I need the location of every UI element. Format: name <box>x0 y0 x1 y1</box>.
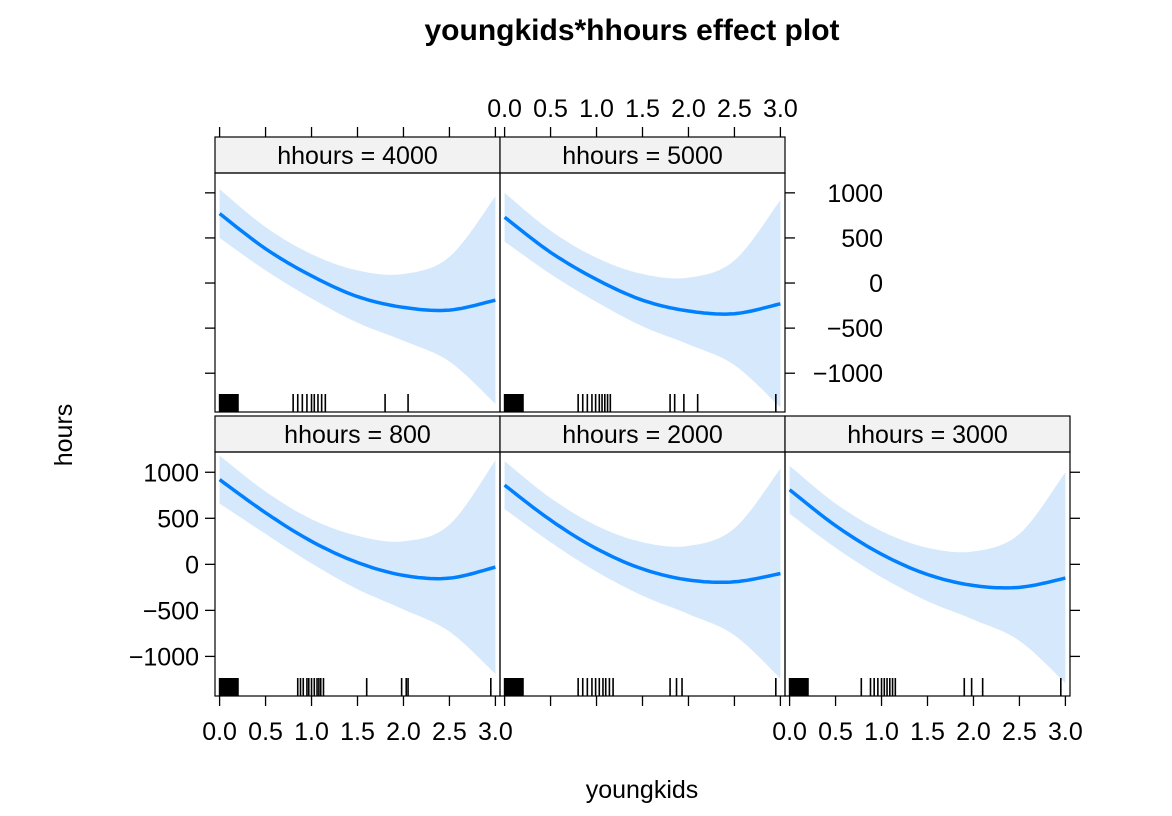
panel: hhours = 4000 <box>214 136 501 413</box>
axes-layer: 0.0 0.5 1.0 1.5 2.0 2.5 3.0 0.0 0.5 1.0 1.5 2.0 2.5 3… <box>129 95 1083 746</box>
panels-layer: hhours = 800 hhours = 2000 hhours = 3000 hh… <box>214 136 1071 697</box>
y-axis-right-top: 1000 500 0 −500 −1000 <box>785 180 883 388</box>
x-tick-label: 1.5 <box>340 718 375 746</box>
panel-strip <box>214 415 501 453</box>
x-axis-label: youngkids <box>586 776 699 804</box>
confidence-band <box>219 455 496 674</box>
y-tick-label: 500 <box>841 225 883 253</box>
x-tick-label: 2.5 <box>1002 718 1037 746</box>
panel-strip-label: hhours = 800 <box>284 421 431 449</box>
panel-strip-label: hhours = 4000 <box>277 142 438 170</box>
x-axis-bottom-col1: 0.0 0.5 1.0 1.5 2.0 2.5 3.0 <box>202 696 513 746</box>
panel: hhours = 3000 <box>784 415 1071 697</box>
panel-strip <box>784 415 1071 453</box>
x-axis-top-col2: 0.0 0.5 1.0 1.5 2.0 2.5 3.0 <box>487 95 798 137</box>
x-axis-bottom-col3: 0.0 0.5 1.0 1.5 2.0 2.5 3.0 <box>772 696 1083 746</box>
panel: hhours = 800 <box>214 415 501 697</box>
x-tick-label: 3.0 <box>1048 718 1083 746</box>
y-tick-label: 0 <box>185 551 199 579</box>
x-tick-label: 0.0 <box>487 95 522 123</box>
y-tick-label: 500 <box>157 505 199 533</box>
chart-title: youngkids*hhours effect plot <box>424 14 839 47</box>
panel-plot-area <box>503 192 781 412</box>
fitted-line <box>788 488 1066 590</box>
x-tick-label: 0.5 <box>818 718 853 746</box>
x-tick-label: 0.5 <box>248 718 283 746</box>
x-tick-label: 0.0 <box>772 718 807 746</box>
panel-plot-area <box>218 455 496 696</box>
y-tick-label: −500 <box>827 315 883 343</box>
x-tick-label: 0.0 <box>202 718 237 746</box>
panel-plot-area <box>503 461 781 696</box>
panel-plot-area <box>788 465 1066 696</box>
panel-strip-label: hhours = 2000 <box>562 421 723 449</box>
panel-plot-area <box>218 189 496 412</box>
panel-strip-label: hhours = 3000 <box>847 421 1008 449</box>
x-tick-label: 2.0 <box>386 718 421 746</box>
x-axis-top-col1 <box>218 127 497 137</box>
rug <box>503 394 777 412</box>
y-tick-label: −500 <box>143 597 199 625</box>
y-tick-label: 1000 <box>827 180 883 208</box>
y-axis-left-top <box>205 192 215 374</box>
x-tick-label: 3.0 <box>478 718 513 746</box>
x-tick-label: 1.5 <box>910 718 945 746</box>
panel-strip-label: hhours = 5000 <box>562 142 723 170</box>
x-tick-label: 3.0 <box>763 95 798 123</box>
fitted-line <box>503 483 781 585</box>
y-tick-label: 1000 <box>143 459 199 487</box>
rug <box>503 678 777 696</box>
x-tick-label: 1.0 <box>294 718 329 746</box>
x-tick-label: 1.0 <box>864 718 899 746</box>
rug <box>218 678 492 696</box>
fitted-line <box>218 212 496 313</box>
x-tick-label: 2.5 <box>432 718 467 746</box>
panel-strip <box>499 415 786 453</box>
panel: hhours = 2000 <box>499 415 786 697</box>
fitted-line <box>503 215 781 316</box>
y-axis-label: hours <box>50 404 78 467</box>
rug <box>788 678 1062 696</box>
panel: hhours = 5000 <box>499 136 786 413</box>
x-tick-label: 2.5 <box>717 95 752 123</box>
x-tick-label: 2.0 <box>956 718 991 746</box>
panel-strip <box>499 136 786 174</box>
x-tick-label: 2.0 <box>671 95 706 123</box>
panel-border <box>499 172 786 413</box>
y-tick-label: −1000 <box>129 643 199 671</box>
y-tick-label: 0 <box>869 270 883 298</box>
x-tick-label: 1.0 <box>579 95 614 123</box>
y-tick-label: −1000 <box>813 360 883 388</box>
y-axis-left-bottom: 1000 500 0 −500 −1000 <box>129 459 215 671</box>
y-axis-right-bottom <box>1070 471 1080 658</box>
x-axis-bottom-col2 <box>503 696 782 706</box>
x-tick-label: 1.5 <box>625 95 660 123</box>
fitted-line <box>218 478 496 581</box>
x-tick-label: 0.5 <box>533 95 568 123</box>
rug <box>218 394 409 412</box>
